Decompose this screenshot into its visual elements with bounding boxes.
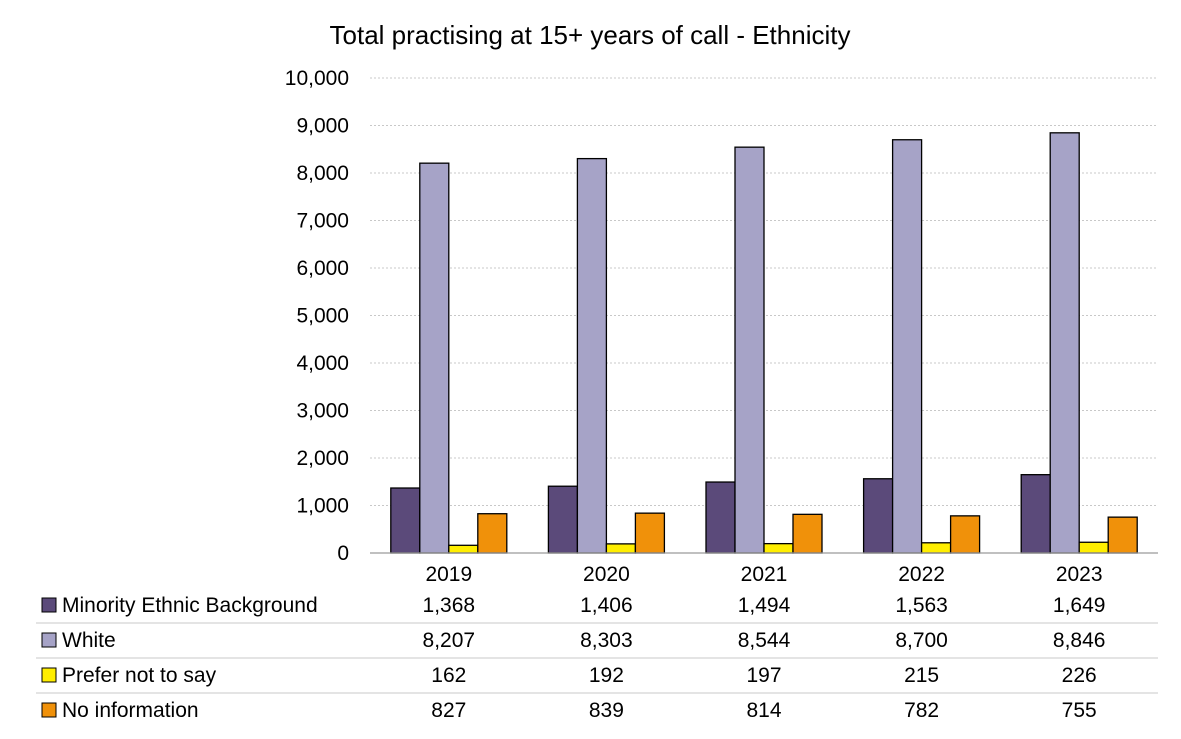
data-label: 1,494	[738, 594, 791, 617]
bar	[862, 478, 894, 554]
y-tick-label: 1,000	[296, 495, 349, 518]
bar	[1049, 132, 1080, 554]
data-label: 1,368	[423, 594, 476, 617]
bar	[390, 487, 421, 554]
legend-swatch	[41, 597, 57, 613]
data-label: 8,303	[580, 629, 633, 652]
y-tick-label: 7,000	[296, 210, 349, 233]
x-tick-label: 2023	[1056, 563, 1103, 586]
data-label: 226	[1062, 664, 1097, 687]
data-label: 8,544	[738, 629, 791, 652]
bar	[1078, 541, 1109, 554]
x-tick-label: 2022	[898, 563, 945, 586]
bar	[1107, 516, 1138, 554]
bar	[949, 515, 981, 554]
legend-swatch	[41, 667, 57, 683]
y-tick-label: 4,000	[296, 352, 349, 375]
data-label: 782	[904, 699, 939, 722]
bar	[547, 485, 579, 554]
bar	[576, 157, 608, 554]
data-label: 8,846	[1053, 629, 1106, 652]
bar	[634, 512, 666, 554]
y-tick-label: 9,000	[296, 115, 349, 138]
bars	[390, 132, 1138, 554]
legend-swatch	[41, 702, 57, 718]
bar	[891, 139, 923, 554]
x-axis: 2019 2020 2021 2022 2023	[370, 552, 1158, 586]
bar	[705, 481, 736, 554]
legend-label: Minority Ethnic Background	[62, 594, 318, 617]
bar	[605, 543, 637, 554]
y-tick-label: 10,000	[285, 67, 349, 90]
data-label: 839	[589, 699, 624, 722]
data-table: Minority Ethnic Background 1,368 1,406 1,49…	[36, 594, 1158, 722]
data-label: 8,700	[895, 629, 948, 652]
data-label: 1,563	[895, 594, 948, 617]
legend-label: Prefer not to say	[62, 664, 217, 687]
data-label: 215	[904, 664, 939, 687]
y-tick-label: 3,000	[296, 400, 349, 423]
data-label: 192	[589, 664, 624, 687]
chart-title: Total practising at 15+ years of call - …	[330, 20, 851, 50]
bar	[1020, 474, 1051, 554]
data-label: 197	[746, 664, 781, 687]
data-label: 8,207	[423, 629, 476, 652]
x-tick-label: 2019	[425, 563, 472, 586]
legend-label: No information	[62, 699, 199, 722]
data-label: 755	[1062, 699, 1097, 722]
bar	[419, 162, 450, 554]
bar	[448, 544, 479, 554]
data-label: 1,406	[580, 594, 633, 617]
x-tick-label: 2020	[583, 563, 630, 586]
y-tick-label: 5,000	[296, 305, 349, 328]
bar	[734, 146, 765, 554]
x-tick-label: 2021	[741, 563, 788, 586]
y-tick-label: 2,000	[296, 447, 349, 470]
bar	[920, 542, 952, 554]
legend-swatch	[41, 632, 57, 648]
data-label: 827	[431, 699, 466, 722]
y-tick-label: 8,000	[296, 162, 349, 185]
legend-label: White	[62, 629, 116, 652]
y-tick-label: 6,000	[296, 257, 349, 280]
data-label: 814	[746, 699, 781, 722]
data-label: 1,649	[1053, 594, 1106, 617]
data-label: 162	[431, 664, 466, 687]
bar	[763, 542, 794, 554]
y-tick-label: 0	[337, 542, 349, 565]
y-axis-ticks: 0 1,000 2,000 3,000 4,000 5,000 6,000 7,000 8,00…	[285, 67, 349, 565]
bar	[477, 513, 508, 554]
bar	[792, 513, 823, 554]
